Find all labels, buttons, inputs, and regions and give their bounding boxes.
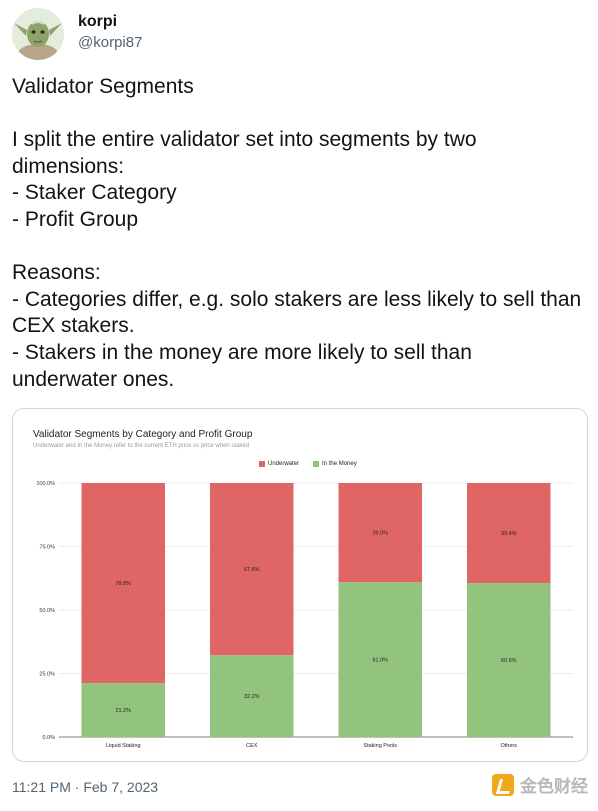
watermark-logo-icon (492, 773, 514, 796)
bar-underwater (209, 483, 294, 656)
chart-image[interactable]: Validator Segments by Category and Profi… (12, 408, 588, 762)
legend-swatch-underwater (259, 461, 265, 467)
y-tick-label: 50.0% (39, 608, 55, 614)
y-tick-label: 100.0% (36, 481, 55, 487)
tweet-timestamp[interactable]: 11:21 PM · Feb 7, 2023 (12, 779, 159, 795)
y-tick-label: 75.0% (39, 545, 55, 551)
data-label: 39.4% (501, 531, 517, 537)
bar-underwater (338, 483, 423, 583)
bar-in-the-money (466, 583, 551, 737)
watermark-text: 金色财经 (520, 777, 588, 796)
yoda-avatar-icon[interactable] (12, 8, 64, 60)
x-tick-label: Staking Pools (363, 743, 397, 749)
legend-label-underwater: Underwater (268, 461, 300, 467)
data-label: 67.8% (244, 567, 260, 573)
chart-legend: Underwater In the Money (259, 461, 357, 467)
x-tick-label: Others (500, 743, 517, 749)
bar-underwater (81, 483, 166, 684)
data-label: 39.0% (372, 531, 388, 537)
legend-label-in-the-money: In the Money (322, 461, 357, 467)
data-label: 32.2% (244, 694, 260, 700)
bar-in-the-money (81, 683, 166, 737)
data-label: 78.8% (115, 581, 131, 587)
tweet-body: Validator Segments I split the entire va… (12, 75, 582, 391)
author-display-name[interactable]: korpi (78, 13, 118, 30)
data-label: 61.0% (372, 658, 388, 664)
bar-in-the-money (338, 582, 423, 737)
legend-item-in-the-money: In the Money (313, 461, 357, 467)
y-tick-label: 25.0% (39, 672, 55, 678)
stacked-bar-chart: 0.0% 25.0% 50.0% 75.0% 100.0% 21.2% 78.8% Liqui… (36, 481, 573, 749)
legend-swatch-in-the-money (313, 461, 320, 467)
bar-underwater (466, 483, 551, 584)
author-handle[interactable]: @korpi87 (78, 34, 143, 51)
y-tick-label: 0.0% (42, 735, 55, 741)
chart-subtitle: Underwater and In the Money refer to the… (33, 443, 250, 449)
data-label: 60.6% (501, 658, 517, 664)
data-label: 21.2% (115, 708, 131, 714)
chart-title: Validator Segments by Category and Profi… (33, 429, 253, 440)
tweet-header: korpi @korpi87 (12, 8, 572, 64)
bar-in-the-money (209, 655, 294, 737)
x-tick-label: Liquid Staking (106, 743, 141, 749)
watermark: 金色财经 (492, 772, 588, 797)
legend-item-underwater: Underwater (259, 461, 299, 467)
x-tick-label: CEX (246, 743, 258, 749)
